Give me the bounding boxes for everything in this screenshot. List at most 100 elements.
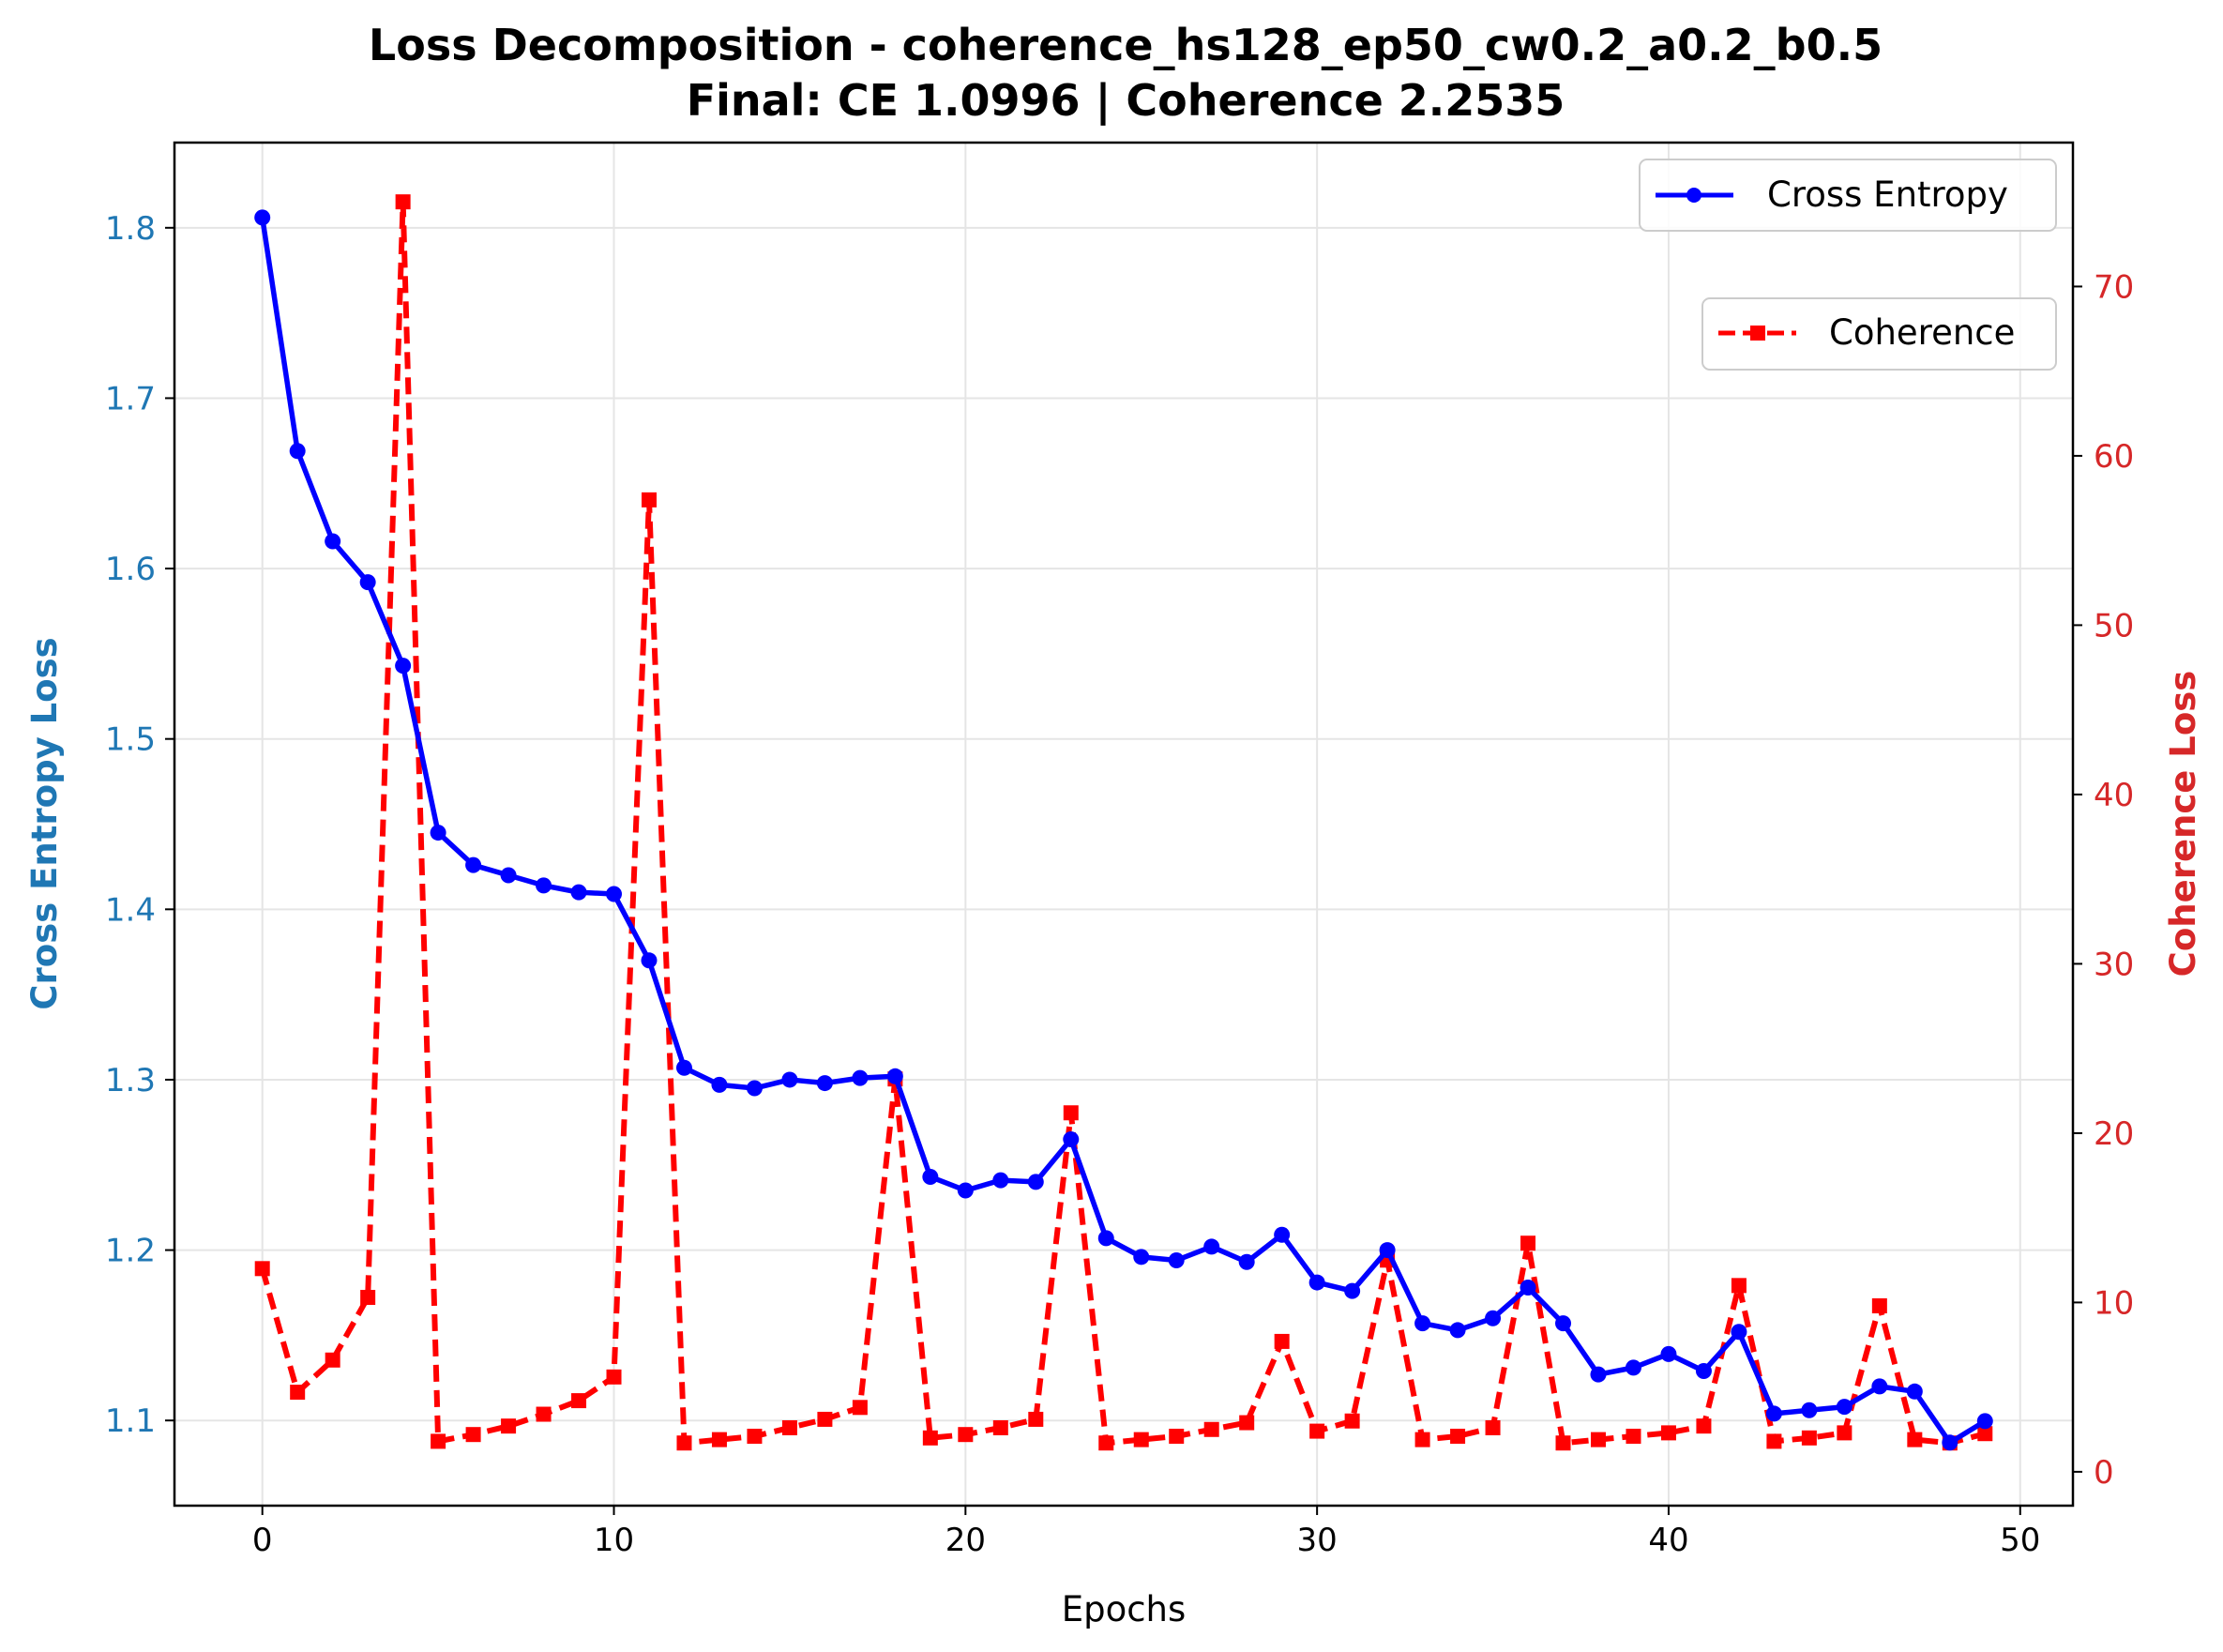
legend-coherence-marker [1750,326,1765,341]
cross-entropy-point [1168,1251,1185,1268]
legend-cross-entropy-label: Cross Entropy [1767,174,2008,215]
coherence-point [1414,1432,1430,1447]
coherence-point [501,1418,517,1434]
cross-entropy-point [430,825,446,841]
coherence-point [465,1427,481,1443]
y-right-tick-label: 60 [2094,438,2134,476]
coherence-point [571,1393,587,1409]
y-right-tick-label: 30 [2094,946,2134,983]
coherence-series [254,194,1993,1451]
cross-entropy-point [781,1071,798,1088]
coherence-point [395,194,411,210]
y-right-tick-label: 50 [2094,607,2134,644]
coherence-point [1977,1426,1993,1442]
y-right-tick-label: 40 [2094,777,2134,814]
cross-entropy-point [1027,1174,1044,1190]
coherence-point [1309,1423,1325,1439]
cross-entropy-point [1695,1363,1712,1380]
cross-entropy-point [1485,1310,1502,1326]
coherence-point [817,1411,833,1427]
cross-entropy-point [1625,1359,1641,1376]
cross-entropy-point [1836,1399,1852,1416]
cross-entropy-point [395,658,412,674]
cross-entropy-point [1344,1282,1361,1299]
coherence-point [1837,1425,1852,1441]
coherence-point [1133,1432,1149,1447]
cross-entropy-point [1414,1315,1431,1332]
coherence-point [747,1428,763,1444]
plot-frame [173,141,2075,1508]
cross-entropy-point [325,533,341,550]
coherence-point [1871,1298,1887,1314]
coherence-point [1520,1235,1536,1251]
cross-entropy-point [254,209,271,226]
cross-entropy-point [1308,1274,1325,1291]
cross-entropy-point [852,1069,869,1086]
coherence-point [1028,1411,1044,1427]
cross-entropy-point [1942,1434,1958,1451]
cross-entropy-point [1063,1131,1080,1148]
y-axis-right-label: Coherence Loss [2163,671,2203,978]
chart-subtitle: Final: CE 1.0996 | Coherence 2.2535 [687,75,1565,127]
x-tick-label: 0 [252,1522,273,1559]
coherence-point [1660,1425,1676,1441]
cross-entropy-point [675,1059,692,1076]
axes: 0 10 20 30 40 50 1.1 1.2 1.3 1.4 1.5 1.6 1.7 1.8 0 10 20… [105,210,2134,1559]
cross-entropy-series [254,209,1993,1451]
cross-entropy-point [606,886,623,902]
coherence-point [360,1289,376,1305]
x-tick-label: 50 [2000,1522,2040,1559]
x-tick-label: 30 [1297,1522,1338,1559]
legend-coherence: Coherence [1701,297,2057,371]
coherence-point [290,1385,306,1401]
coherence-point [1063,1105,1079,1121]
cross-entropy-point [359,574,376,591]
coherence-point [1731,1278,1747,1294]
cross-entropy-point [711,1076,728,1093]
coherence-point [642,492,657,508]
coherence-point [1555,1435,1571,1451]
y-right-tick-label: 70 [2094,268,2134,306]
y-left-tick-label: 1.2 [105,1233,156,1270]
cross-entropy-point [1801,1402,1818,1418]
coherence-point [325,1352,340,1368]
coherence-point [1203,1421,1219,1437]
y-left-tick-label: 1.6 [105,551,156,588]
legend-cross-entropy-marker [1686,188,1701,203]
cross-entropy-point [1379,1242,1396,1259]
cross-entropy-point [1520,1280,1536,1296]
cross-entropy-point [1274,1226,1291,1243]
x-tick-label: 10 [594,1522,634,1559]
cross-entropy-point [1238,1253,1255,1270]
coherence-point [1239,1415,1255,1431]
x-tick-label: 20 [945,1522,986,1559]
coherence-point [1169,1428,1185,1444]
coherence-point [1450,1428,1466,1444]
coherence-point [1344,1413,1360,1429]
y-right-tick-label: 20 [2094,1115,2134,1153]
coherence-point [958,1427,974,1443]
y-left-tick-label: 1.7 [105,380,156,417]
coherence-point [1485,1419,1501,1435]
y-axis-left-label: Cross Entropy Loss [24,637,65,1009]
x-axis-label: Epochs [1062,1589,1187,1629]
cross-entropy-point [1590,1366,1607,1383]
cross-entropy-point [570,884,587,901]
cross-entropy-point [500,867,517,884]
cross-entropy-point [886,1068,903,1084]
cross-entropy-point [641,952,658,969]
y-left-tick-label: 1.4 [105,891,156,929]
cross-entropy-point [1097,1230,1114,1247]
coherence-point [711,1432,727,1447]
cross-entropy-point [1449,1322,1466,1339]
coherence-point [992,1419,1008,1435]
cross-entropy-point [1133,1249,1150,1266]
cross-entropy-point [1976,1413,1993,1430]
coherence-point [922,1430,938,1446]
cross-entropy-point [1871,1378,1888,1395]
coherence-point [1591,1432,1606,1447]
coherence-point [1274,1333,1290,1349]
y-left-tick-label: 1.1 [105,1402,156,1440]
coherence-point [1098,1435,1114,1451]
